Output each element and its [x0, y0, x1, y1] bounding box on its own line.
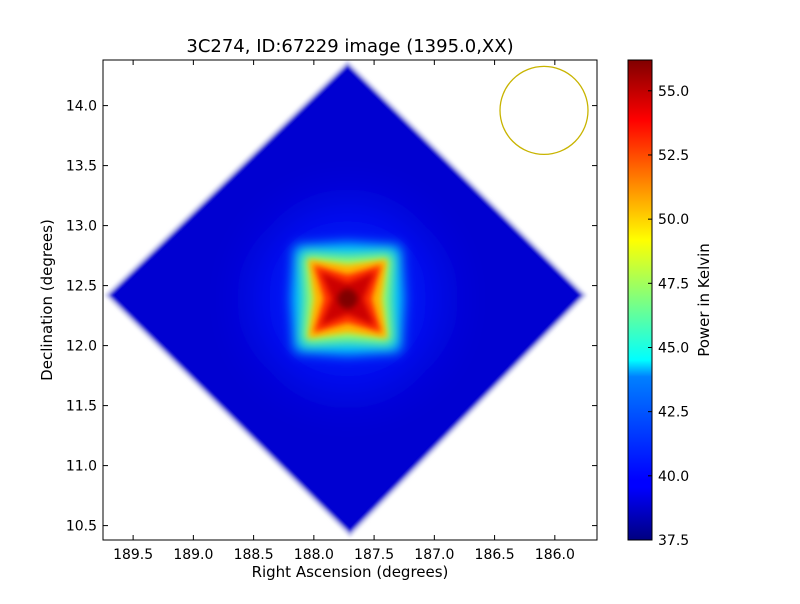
- y-tick-label: 10.5: [66, 519, 97, 535]
- x-axis-label: Right Ascension (degrees): [252, 563, 449, 581]
- colorbar: [627, 59, 653, 541]
- source: [252, 203, 443, 394]
- x-tick-label: 188.0: [294, 547, 334, 563]
- x-tick-label: 189.0: [173, 547, 213, 563]
- plot-frame: [102, 59, 598, 541]
- y-tick-label: 14.0: [66, 99, 97, 115]
- colorbar-tick-label: 55.0: [658, 84, 689, 100]
- y-tick-label: 12.5: [66, 279, 97, 295]
- colorbar-tick-label: 47.5: [658, 276, 689, 292]
- colorbar-label: Power in Kelvin: [695, 243, 713, 357]
- x-tick-label: 186.0: [535, 547, 575, 563]
- colorbar-tick-label: 45.0: [658, 340, 689, 356]
- colorbar-tick-label: 50.0: [658, 212, 689, 228]
- y-tick-label: 12.0: [66, 339, 97, 355]
- colorbar-tick-label: 37.5: [658, 533, 689, 549]
- y-axis-label: Declination (degrees): [38, 219, 56, 381]
- x-tick-label: 187.5: [354, 547, 394, 563]
- chart-title: 3C274, ID:67229 image (1395.0,XX): [186, 36, 513, 57]
- x-tick-label: 188.5: [234, 547, 274, 563]
- y-tick-label: 13.0: [66, 219, 97, 235]
- x-tick-label: 187.0: [414, 547, 454, 563]
- colorbar-tick-label: 42.5: [658, 405, 689, 421]
- plot-area: [105, 60, 589, 537]
- y-tick-label: 13.5: [66, 159, 97, 175]
- source-peak: [337, 288, 358, 309]
- beam-circle: [499, 65, 589, 156]
- x-tick-label: 189.5: [113, 547, 153, 563]
- y-tick-label: 11.0: [66, 459, 97, 475]
- colorbar-tick-label: 52.5: [658, 148, 689, 164]
- x-tick-label: 186.5: [475, 547, 515, 563]
- colorbar-tick-label: 40.0: [658, 469, 689, 485]
- colorbar-axis: 37.5 40.0 42.5 45.0 47.5 50.0 52.5 55.0: [648, 84, 689, 549]
- x-axis: 189.5 189.0 188.5 188.0 187.5 187.0 186.5 186.0: [113, 60, 575, 563]
- y-axis: 10.5 11.0 11.5 12.0 12.5 13.0 13.5 14.0: [66, 99, 597, 535]
- y-tick-label: 11.5: [66, 399, 97, 415]
